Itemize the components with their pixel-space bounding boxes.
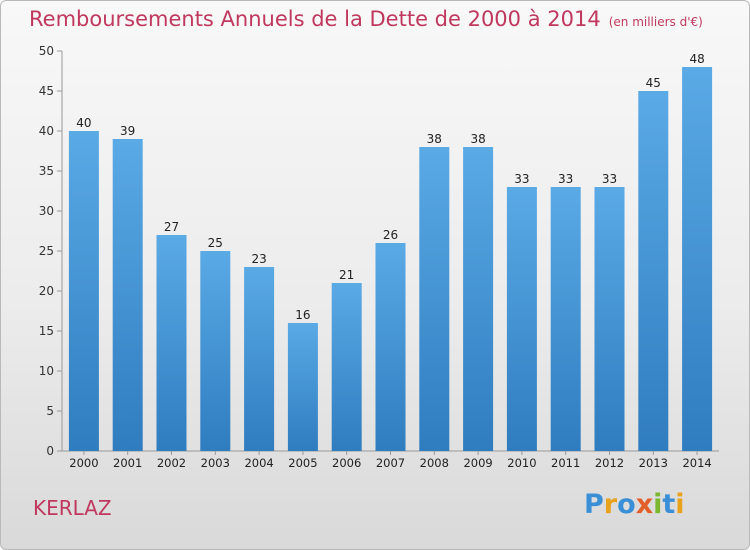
bar	[638, 91, 669, 451]
y-tick-label: 10	[39, 364, 54, 378]
bar-value-label: 16	[295, 308, 310, 322]
bar	[200, 251, 231, 451]
bar-value-label: 33	[514, 172, 529, 186]
chart-title: Remboursements Annuels de la Dette de 20…	[29, 7, 703, 31]
y-tick-label: 5	[46, 404, 54, 418]
bar-value-label: 21	[339, 268, 354, 282]
y-tick-label: 15	[39, 324, 54, 338]
bar	[419, 147, 450, 451]
x-tick-label: 2008	[420, 456, 449, 470]
x-tick-label: 2001	[113, 456, 142, 470]
logo-letter: i	[675, 489, 685, 520]
x-tick-label: 2009	[463, 456, 492, 470]
x-tick-label: 2004	[244, 456, 273, 470]
bar-value-label: 38	[427, 132, 442, 146]
x-tick-label: 2013	[639, 456, 668, 470]
x-tick-label: 2010	[507, 456, 536, 470]
x-tick-label: 2002	[157, 456, 186, 470]
proxiti-logo: Proxiti	[584, 489, 685, 520]
bar-value-label: 27	[164, 220, 179, 234]
bar-value-label: 39	[120, 124, 135, 138]
bar	[287, 323, 318, 451]
x-tick-label: 2005	[288, 456, 317, 470]
bar	[375, 243, 406, 451]
bar-value-label: 26	[383, 228, 398, 242]
logo-letter: i	[653, 489, 663, 520]
bar	[550, 187, 581, 451]
logo-letter: t	[662, 489, 676, 520]
bar	[244, 267, 275, 451]
bar-value-label: 45	[646, 76, 661, 90]
y-tick-label: 0	[46, 444, 54, 458]
bar-value-label: 33	[558, 172, 573, 186]
bar-value-label: 48	[689, 52, 704, 66]
x-tick-label: 2006	[332, 456, 361, 470]
y-tick-label: 25	[39, 244, 54, 258]
y-tick-label: 30	[39, 204, 54, 218]
bar	[112, 139, 143, 451]
logo-letter: o	[617, 489, 636, 520]
y-tick-label: 20	[39, 284, 54, 298]
bar	[156, 235, 187, 451]
bar-value-label: 38	[470, 132, 485, 146]
x-tick-label: 2011	[551, 456, 580, 470]
bar	[594, 187, 625, 451]
chart-title-text: Remboursements Annuels de la Dette de 20…	[29, 7, 601, 31]
x-tick-label: 2012	[595, 456, 624, 470]
logo-letter: P	[584, 489, 604, 520]
x-tick-label: 2014	[682, 456, 711, 470]
y-tick-label: 45	[39, 84, 54, 98]
chart-subtitle: (en milliers d'€)	[608, 15, 703, 29]
y-tick-label: 35	[39, 164, 54, 178]
x-tick-label: 2000	[69, 456, 98, 470]
bar	[506, 187, 537, 451]
bar-value-label: 40	[76, 116, 91, 130]
y-tick-label: 50	[39, 44, 54, 58]
bar-value-label: 33	[602, 172, 617, 186]
bar	[331, 283, 362, 451]
x-tick-label: 2007	[376, 456, 405, 470]
logo-letter: x	[635, 489, 654, 520]
place-name: KERLAZ	[33, 496, 112, 520]
y-tick-label: 40	[39, 124, 54, 138]
x-tick-label: 2003	[201, 456, 230, 470]
logo-letter: r	[603, 489, 618, 520]
bar-value-label: 23	[251, 252, 266, 266]
bar	[463, 147, 494, 451]
bar	[682, 67, 713, 451]
bar	[68, 131, 99, 451]
bar-value-label: 25	[208, 236, 223, 250]
